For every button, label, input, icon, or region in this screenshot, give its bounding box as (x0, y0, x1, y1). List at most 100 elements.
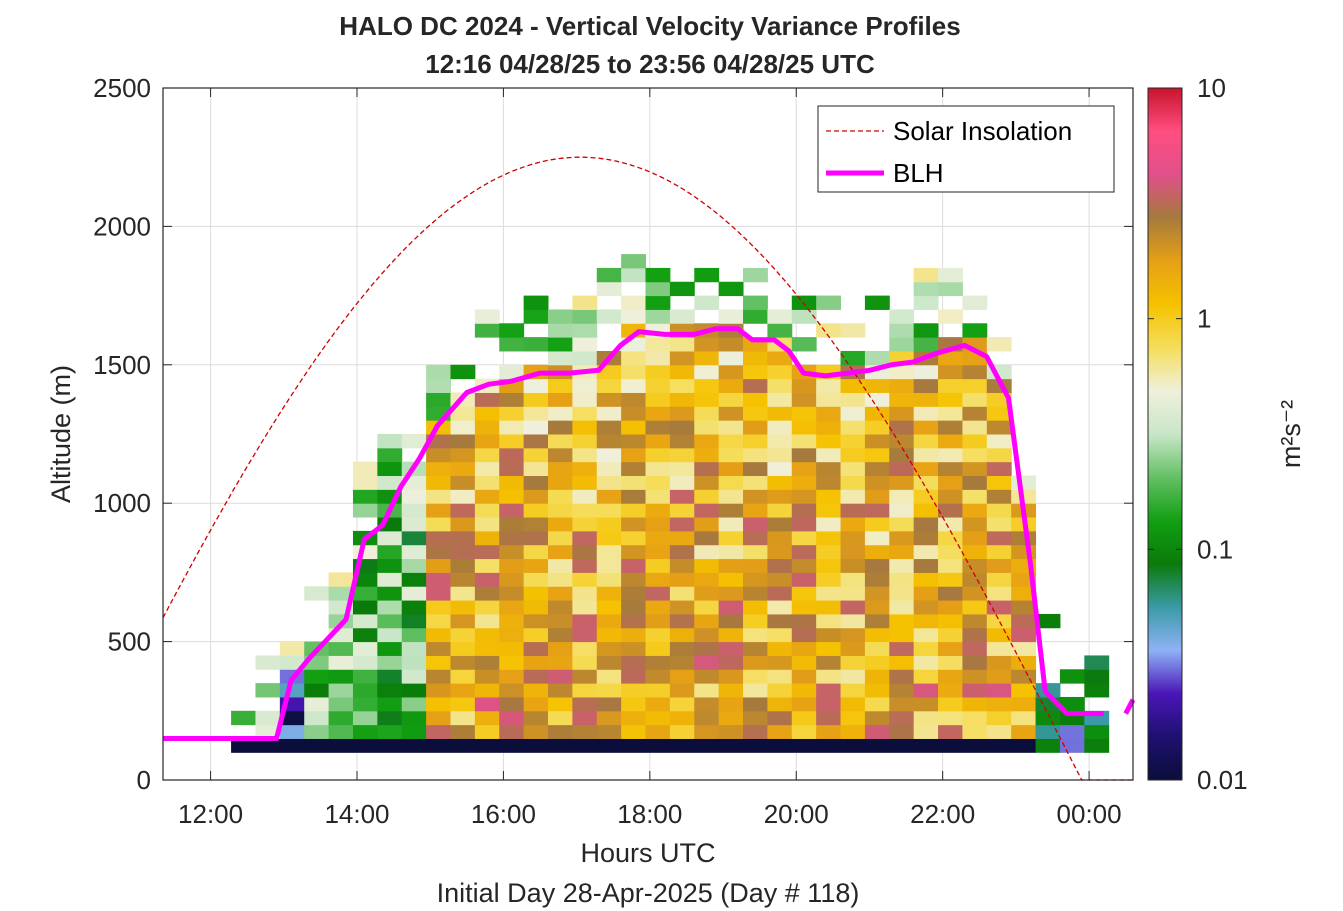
heatmap-cell (694, 683, 720, 698)
heatmap-cell (889, 710, 915, 726)
heatmap-cell (621, 544, 647, 560)
heatmap-cell (743, 586, 768, 601)
heatmap-cell (377, 572, 403, 587)
heatmap-cell (767, 683, 793, 698)
heatmap-cell (718, 655, 744, 670)
heatmap-cell (840, 406, 866, 421)
heatmap-cell (499, 627, 525, 643)
heatmap-cell (913, 696, 939, 712)
heatmap-cell (572, 724, 598, 739)
heatmap-cell (986, 600, 1012, 615)
heatmap-cell (913, 530, 939, 546)
heatmap-cell (645, 600, 671, 615)
heatmap-cell (694, 724, 720, 739)
heatmap-cell (401, 641, 427, 656)
heatmap-cell (938, 696, 963, 712)
heatmap-cell (962, 655, 988, 670)
heatmap-cell (450, 489, 476, 504)
heatmap-cell (596, 530, 622, 546)
heatmap-cell (743, 392, 768, 407)
heatmap-cell (840, 738, 866, 753)
heatmap-cell (1084, 669, 1110, 684)
heatmap-cell (304, 738, 330, 753)
heatmap-cell (743, 655, 768, 670)
heatmap-cell (426, 392, 451, 407)
heatmap-cell (962, 517, 988, 532)
heatmap-cell (986, 517, 1012, 532)
heatmap-cell (694, 613, 720, 629)
heatmap-cell (816, 724, 842, 739)
heatmap-cell (791, 489, 817, 504)
heatmap-cell (377, 696, 403, 712)
heatmap-cell (669, 337, 695, 352)
heatmap-cell (377, 475, 403, 490)
heatmap-cell (913, 627, 939, 643)
heatmap (231, 254, 1110, 753)
heatmap-cell (938, 655, 963, 670)
heatmap-cell (889, 530, 915, 546)
heatmap-cell (401, 627, 427, 643)
heatmap-cell (450, 517, 476, 532)
heatmap-cell (547, 710, 573, 726)
heatmap-cell (450, 461, 476, 477)
heatmap-cell (426, 724, 451, 739)
heatmap-cell (718, 669, 744, 684)
heatmap-cell (621, 406, 647, 421)
heatmap-cell (621, 434, 647, 449)
heatmap-cell (377, 655, 403, 670)
heatmap-cell (596, 600, 622, 615)
heatmap-cell (645, 392, 671, 407)
heatmap-cell (864, 613, 890, 629)
heatmap-cell (426, 586, 451, 601)
heatmap-cell (889, 503, 915, 518)
heatmap-cell (791, 696, 817, 712)
colorbar-tick-label: 10 (1197, 73, 1226, 103)
heatmap-cell (718, 696, 744, 712)
heatmap-cell (352, 669, 378, 684)
heatmap-cell (645, 489, 671, 504)
heatmap-cell (889, 600, 915, 615)
heatmap-cell (986, 572, 1012, 587)
heatmap-cell (547, 503, 573, 518)
heatmap-cell (694, 378, 720, 393)
heatmap-cell (791, 475, 817, 490)
heatmap-cell (645, 586, 671, 601)
heatmap-cell (986, 447, 1012, 463)
heatmap-cell (596, 489, 622, 504)
heatmap-cell (743, 309, 768, 324)
heatmap-cell (572, 655, 598, 670)
heatmap-cell (547, 475, 573, 490)
heatmap-cell (962, 420, 988, 435)
heatmap-cell (767, 392, 793, 407)
plot-frame (162, 87, 1134, 781)
y-axis-label: Altitude (m) (46, 365, 76, 503)
heatmap-cell (1011, 475, 1037, 490)
heatmap-cell (1035, 613, 1061, 629)
heatmap-cell (743, 503, 768, 518)
heatmap-cell (743, 461, 768, 477)
heatmap-cell (621, 309, 647, 324)
heatmap-cell (864, 724, 890, 739)
heatmap-cell (718, 434, 744, 449)
heatmap-cell (791, 530, 817, 546)
heatmap-cell (596, 434, 622, 449)
heatmap-cell (547, 323, 573, 338)
heatmap-cell (328, 572, 354, 587)
heatmap-cell (621, 724, 647, 739)
heatmap-cell (572, 447, 598, 463)
heatmap-cell (352, 696, 378, 712)
heatmap-cell (572, 461, 598, 477)
heatmap-cell (791, 627, 817, 643)
heatmap-cell (913, 641, 939, 656)
heatmap-cell (547, 489, 573, 504)
heatmap-cell (523, 434, 549, 449)
heatmap-cell (840, 586, 866, 601)
heatmap-cell (889, 613, 915, 629)
heatmap-cell (767, 627, 793, 643)
heatmap-cell (523, 738, 549, 753)
heatmap-cell (255, 738, 281, 753)
heatmap-cell (523, 600, 549, 615)
heatmap-cell (669, 558, 695, 573)
heatmap-cell (962, 544, 988, 560)
heatmap-cell (962, 475, 988, 490)
